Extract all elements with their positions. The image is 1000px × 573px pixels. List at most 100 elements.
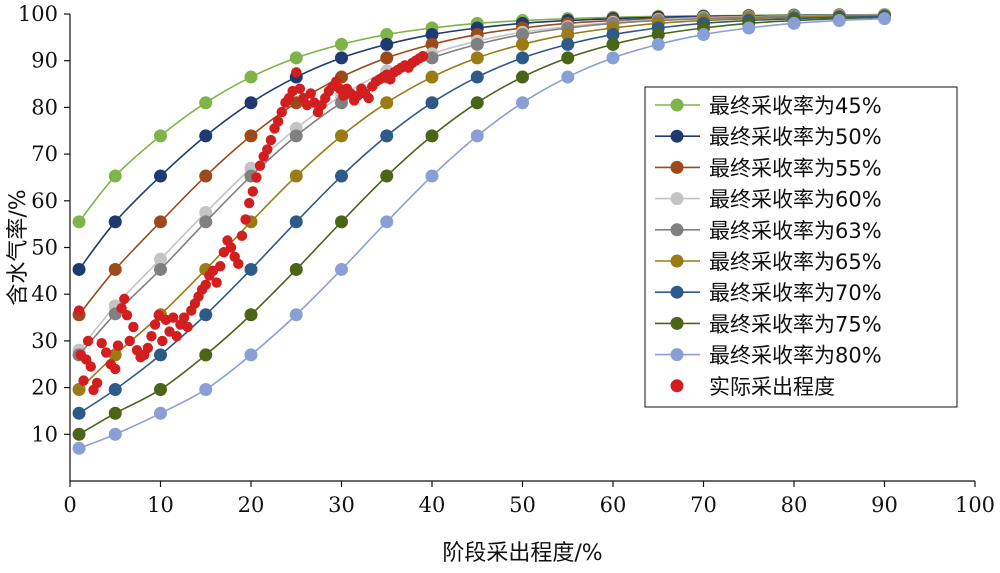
series-point <box>199 382 213 396</box>
actual-point <box>243 197 255 209</box>
series-point <box>244 129 258 143</box>
series-point <box>380 51 394 65</box>
series-point <box>425 51 439 65</box>
series-point <box>289 129 303 143</box>
series-point <box>425 28 439 42</box>
legend-swatch-marker <box>670 379 684 393</box>
legend-label: 最终采收率为70% <box>709 281 882 305</box>
actual-point <box>200 279 211 291</box>
actual-point <box>240 214 251 225</box>
legend: 最终采收率为45% 最终采收率为50% 最终采收率为55% 最终采收率为60% 最终采收… <box>644 86 958 408</box>
series-point <box>154 252 167 266</box>
actual-point <box>142 342 154 354</box>
actual-point <box>82 335 94 347</box>
legend-label: 最终采收率为55% <box>709 156 882 180</box>
series-point <box>380 28 394 42</box>
actual-point <box>236 230 248 242</box>
y-tick-label: 100 <box>18 2 58 26</box>
actual-point <box>178 312 190 323</box>
legend-swatch-marker <box>670 192 684 206</box>
actual-point <box>211 277 222 288</box>
x-tick-label: 90 <box>871 493 898 517</box>
series-point <box>199 308 213 322</box>
series-point <box>561 28 575 42</box>
x-tick-label: 50 <box>509 493 536 517</box>
series-point <box>72 441 86 455</box>
series-point <box>606 28 620 42</box>
actual-point <box>157 335 168 347</box>
series-point <box>289 262 303 276</box>
series-point <box>154 129 167 143</box>
series-point <box>651 28 665 42</box>
legend-label: 最终采收率为65% <box>709 250 882 274</box>
series-point <box>335 129 348 143</box>
actual-point <box>167 312 179 323</box>
actual-point <box>78 375 89 386</box>
series-point <box>244 348 258 362</box>
actual-point <box>265 134 277 146</box>
y-tick-label: 90 <box>31 49 58 73</box>
series-point <box>154 348 167 362</box>
actual-point <box>149 319 161 330</box>
actual-point <box>96 338 107 349</box>
series-point <box>108 169 122 183</box>
series-point <box>425 129 439 143</box>
actual-point <box>124 335 135 347</box>
scatter-layer <box>73 50 429 396</box>
actual-point <box>215 260 226 272</box>
series-point <box>425 96 439 110</box>
series-point <box>561 37 575 51</box>
actual-point <box>254 160 266 171</box>
legend-label: 最终采收率为60% <box>709 188 882 212</box>
x-tick-label: 80 <box>781 493 808 517</box>
series-point <box>335 262 348 276</box>
series-point <box>199 129 213 143</box>
series-point <box>470 96 484 110</box>
y-tick-label: 80 <box>31 95 58 119</box>
series-point <box>154 406 167 420</box>
series-point <box>154 215 167 229</box>
actual-point <box>276 106 287 118</box>
series-point <box>425 169 439 183</box>
series-point <box>425 37 439 51</box>
actual-point <box>294 83 306 94</box>
series-point <box>606 37 620 51</box>
series-point <box>108 427 122 441</box>
series-point <box>108 348 122 362</box>
series-point <box>72 262 86 276</box>
series-point <box>72 382 86 396</box>
x-tick-label: 70 <box>690 493 717 517</box>
series-point <box>199 169 213 183</box>
series-point <box>154 262 167 276</box>
x-tick-label: 30 <box>328 493 355 517</box>
actual-point <box>291 67 302 78</box>
legend-label: 最终采收率为63% <box>709 219 882 243</box>
actual-point <box>417 50 429 62</box>
legend-swatch-marker <box>670 316 684 330</box>
legend-item: 最终采收率为65% <box>655 250 882 274</box>
legend-box <box>644 86 958 408</box>
actual-point <box>119 293 130 305</box>
y-tick-label: 40 <box>31 282 58 306</box>
x-axis-title: 阶段采出程度/% <box>442 541 602 566</box>
legend-item: 实际采出程度 <box>670 375 835 399</box>
x-tick-label: 40 <box>419 493 446 517</box>
series-point <box>380 37 394 51</box>
series-point <box>108 262 122 276</box>
actual-point <box>146 331 157 342</box>
actual-point <box>305 88 316 99</box>
series-point <box>335 169 348 183</box>
actual-point <box>116 303 127 314</box>
series-point <box>878 12 891 26</box>
series-point <box>154 169 167 183</box>
actual-point <box>251 172 262 183</box>
actual-point <box>73 305 85 316</box>
legend-item: 最终采收率为45% <box>655 94 882 118</box>
actual-point <box>272 116 284 127</box>
legend-item: 最终采收率为75% <box>655 312 882 336</box>
series-point <box>380 215 394 229</box>
series-point <box>289 308 303 322</box>
legend-swatch-marker <box>670 223 684 237</box>
actual-point <box>247 186 259 197</box>
